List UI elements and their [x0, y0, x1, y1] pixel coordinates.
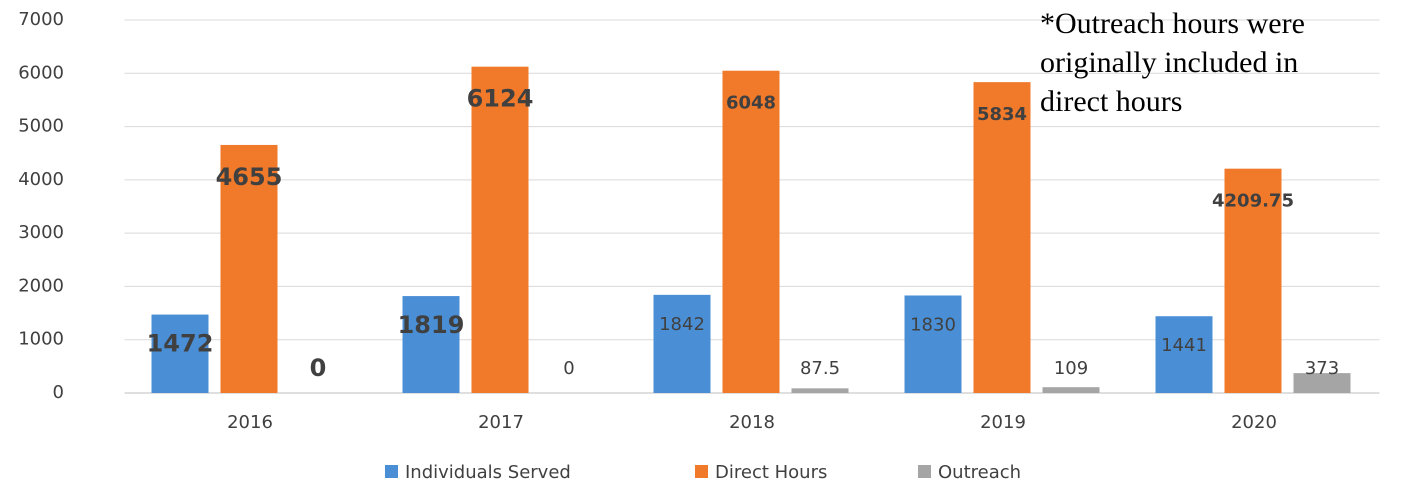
data-label: 0 — [310, 354, 327, 382]
data-label: 87.5 — [800, 358, 840, 379]
bar — [151, 314, 209, 393]
bar — [1293, 373, 1351, 393]
data-label: 109 — [1054, 358, 1088, 379]
data-label: 6124 — [467, 85, 534, 113]
y-tick-label: 5000 — [18, 116, 64, 137]
legend-swatch — [385, 465, 398, 478]
y-tick-label: 7000 — [18, 9, 64, 30]
bar — [904, 295, 962, 393]
data-label: 5834 — [977, 104, 1027, 125]
legend-label: Outreach — [938, 462, 1021, 483]
data-label: 6048 — [726, 93, 776, 114]
y-tick-label: 2000 — [18, 275, 64, 296]
y-tick-label: 1000 — [18, 329, 64, 350]
legend-swatch — [695, 465, 708, 478]
data-label: 4209.75 — [1212, 191, 1294, 212]
bar — [1155, 316, 1213, 393]
data-label: 1472 — [147, 330, 214, 358]
y-tick-label: 4000 — [18, 169, 64, 190]
x-tick-label: 2018 — [729, 412, 775, 433]
annotation: *Outreach hours were originally included… — [1040, 7, 1305, 118]
data-label: 4655 — [216, 163, 283, 191]
data-label: 1441 — [1161, 335, 1207, 356]
x-tick-label: 2016 — [227, 412, 273, 433]
y-tick-label: 6000 — [18, 62, 64, 83]
bar — [1042, 387, 1100, 393]
bar — [653, 294, 711, 393]
data-label: 1842 — [659, 314, 705, 335]
bar — [722, 70, 780, 393]
x-tick-label: 2017 — [478, 412, 524, 433]
bar — [220, 144, 278, 393]
data-label: 1819 — [398, 311, 465, 339]
y-tick-label: 0 — [53, 382, 64, 403]
legend-label: Individuals Served — [405, 462, 571, 483]
bar — [471, 66, 529, 393]
data-label: 373 — [1305, 358, 1339, 379]
legend-swatch — [918, 465, 931, 478]
x-tick-label: 2020 — [1231, 412, 1277, 433]
data-label: 0 — [563, 358, 574, 379]
data-label: 1830 — [910, 314, 956, 335]
legend-label: Direct Hours — [715, 462, 827, 483]
bar — [402, 296, 460, 393]
bar — [1224, 168, 1282, 393]
x-tick-label: 2019 — [980, 412, 1026, 433]
y-tick-label: 3000 — [18, 222, 64, 243]
bar — [791, 388, 849, 393]
bar — [973, 82, 1031, 394]
